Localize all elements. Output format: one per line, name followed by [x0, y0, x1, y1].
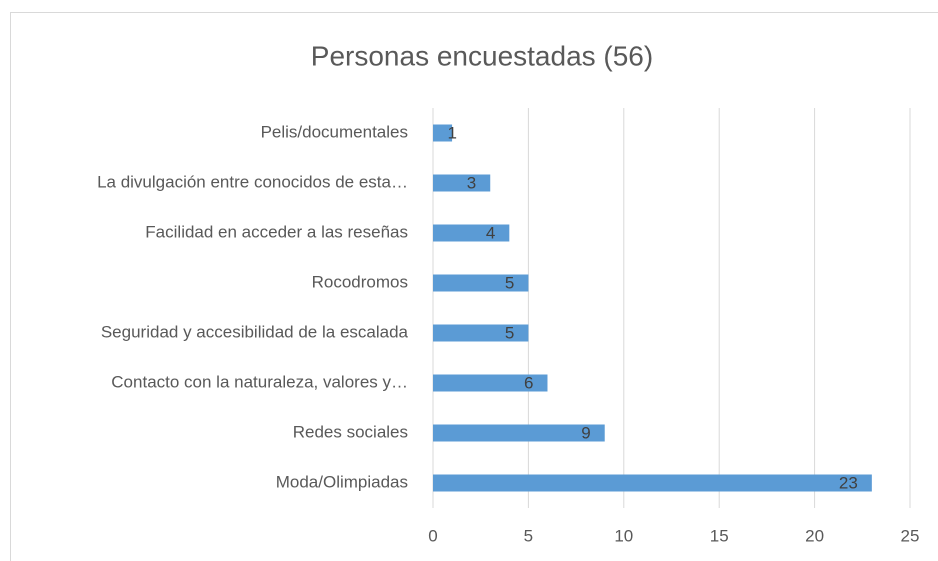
bar	[433, 174, 491, 192]
data-label: 4	[486, 223, 495, 242]
y-tick-label: Facilidad en acceder a las reseñas	[145, 222, 408, 241]
x-tick-label: 0	[428, 526, 437, 545]
data-label: 1	[448, 123, 457, 142]
bar	[433, 474, 872, 492]
bar	[433, 124, 453, 142]
x-tick-label: 10	[614, 526, 633, 545]
y-tick-label: Rocodromos	[312, 272, 408, 291]
bar	[433, 374, 548, 392]
y-tick-label: Seguridad y accesibilidad de la escalada	[101, 322, 409, 341]
data-label: 5	[505, 323, 514, 342]
data-label: 5	[505, 273, 514, 292]
x-tick-label: 15	[710, 526, 729, 545]
bar	[433, 324, 529, 342]
y-tick-label: Contacto con la naturaleza, valores y…	[111, 372, 408, 391]
bar	[433, 424, 605, 442]
y-tick-label: Pelis/documentales	[261, 122, 408, 141]
data-label: 23	[839, 473, 858, 492]
chart-title: Personas encuestadas (56)	[311, 40, 653, 71]
y-tick-label: Redes sociales	[293, 422, 408, 441]
x-tick-label: 5	[524, 526, 533, 545]
bar	[433, 274, 529, 292]
x-tick-label: 20	[805, 526, 824, 545]
data-label: 3	[467, 173, 476, 192]
data-label: 6	[524, 373, 533, 392]
data-label: 9	[581, 423, 590, 442]
y-tick-label: La divulgación entre conocidos de esta…	[97, 172, 408, 191]
y-tick-label: Moda/Olimpiadas	[276, 472, 408, 491]
bar	[433, 224, 510, 242]
x-tick-label: 25	[901, 526, 920, 545]
